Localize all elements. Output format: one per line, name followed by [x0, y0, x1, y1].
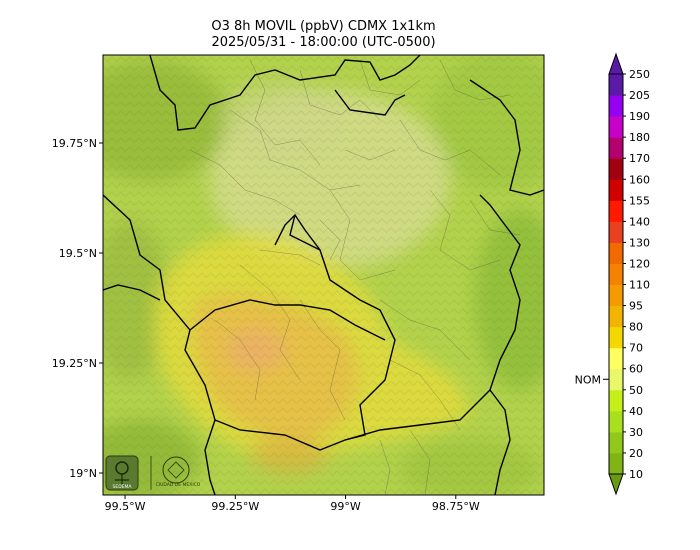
colorbar-segment: [609, 326, 623, 349]
colorbar-segment: [609, 95, 623, 117]
colorbar-label: 160: [629, 173, 650, 186]
colorbar-max-extend: [608, 52, 624, 75]
colorbar-segment: [609, 242, 623, 264]
municipal-boundaries: [189, 59, 521, 495]
longitude-axis: 99.5°W 99.25°W 99°W 98.75°W: [105, 495, 480, 513]
colorbar-segment: [609, 116, 623, 138]
colorbar-frame: [608, 73, 624, 475]
nom-label: NOM: [575, 373, 601, 386]
lat-label: 19.25°N: [52, 357, 97, 370]
colorbar-segment: [609, 431, 623, 454]
colorbar-segment: [609, 305, 623, 328]
lon-label: 98.75°W: [432, 500, 480, 513]
svg-text:CIUDAD DE MÉXICO: CIUDAD DE MÉXICO: [156, 480, 201, 488]
state-boundaries: [103, 55, 544, 495]
colorbar-label: 60: [629, 363, 643, 376]
colorbar-segment: [609, 410, 623, 433]
colorbar-segment: [609, 179, 623, 201]
latitude-axis: 19.75°N 19.5°N 19.25°N 19°N: [52, 137, 103, 480]
colorbar-label: 120: [629, 257, 650, 270]
colorbar-label: 130: [629, 236, 650, 249]
colorbar-segment: [609, 347, 623, 370]
colorbar-label: 40: [629, 405, 643, 418]
colorbar-label: 155: [629, 194, 650, 207]
colorbar-segment: [609, 284, 623, 307]
lat-label: 19.75°N: [52, 137, 97, 150]
colorbar-label: 10: [629, 468, 643, 481]
colorbar-label: 180: [629, 131, 650, 144]
colorbar-segment: [609, 200, 623, 222]
map-area: SEDEMA CIUDAD DE MÉXICO: [103, 55, 544, 495]
colorbar-label: 205: [629, 89, 650, 102]
colorbar-segment: [609, 452, 623, 475]
colorbar-segment: [609, 263, 623, 286]
relief-texture: [103, 55, 544, 495]
lon-label: 99.5°W: [105, 500, 146, 513]
colorbar-label: 95: [629, 300, 643, 313]
colorbar-label: 250: [629, 68, 650, 81]
colorbar-segment: [609, 74, 623, 96]
colorbar-label: 50: [629, 384, 643, 397]
colorbar-segment: [609, 368, 623, 391]
lon-label: 99.25°W: [211, 500, 259, 513]
colorbar: 10 20 30 40 50 60 70 80 95 110 120 130 140 155 160 170 1…: [575, 52, 650, 496]
colorbar-label: 70: [629, 342, 643, 355]
lon-label: 99°W: [330, 500, 360, 513]
lat-label: 19.5°N: [59, 247, 97, 260]
svg-text:SEDEMA: SEDEMA: [113, 484, 133, 490]
colorbar-label: 20: [629, 447, 643, 460]
colorbar-label: 30: [629, 426, 643, 439]
colorbar-label: 110: [629, 279, 650, 292]
cdmx-logo: CIUDAD DE MÉXICO: [150, 456, 201, 490]
map-frame: [102, 54, 545, 496]
colorbar-label: 140: [629, 215, 650, 228]
chart-subtitle: 2025/05/31 - 18:00:00 (UTC-0500): [211, 35, 436, 50]
colorbar-label: 190: [629, 110, 650, 123]
colorbar-label: 170: [629, 152, 650, 165]
colorbar-segment: [609, 221, 623, 243]
chart-title: O3 8h MOVIL (ppbV) CDMX 1x1km: [211, 19, 436, 34]
colorbar-min-extend: [608, 473, 624, 496]
colorbar-segment: [609, 158, 623, 180]
sedema-logo: SEDEMA: [105, 455, 139, 491]
colorbar-segment: [609, 389, 623, 412]
lat-label: 19°N: [69, 467, 97, 480]
colorbar-segment: [609, 137, 623, 159]
colorbar-label: 80: [629, 321, 643, 334]
